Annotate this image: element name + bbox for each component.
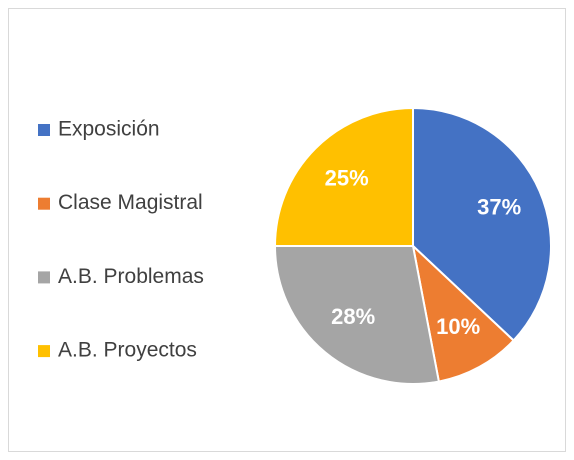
data-label: 25%: [325, 165, 369, 190]
legend-swatch: [38, 197, 50, 210]
legend-label: A.B. Problemas: [58, 265, 204, 288]
legend-label: Exposición: [58, 118, 160, 141]
legend-swatch: [38, 345, 50, 358]
data-label: 37%: [477, 195, 521, 220]
data-label: 10%: [436, 314, 480, 339]
legend-label: Clase Magistral: [58, 191, 203, 214]
pie-slice: [411, 243, 516, 383]
legend-swatch: [38, 124, 50, 136]
pie-slice: [273, 245, 441, 385]
pie-slice: [412, 106, 552, 342]
legend-swatch: [38, 271, 50, 284]
data-label: 28%: [331, 304, 375, 329]
legend-label: A.B. Proyectos: [58, 339, 197, 362]
pie-slice: [273, 106, 414, 247]
